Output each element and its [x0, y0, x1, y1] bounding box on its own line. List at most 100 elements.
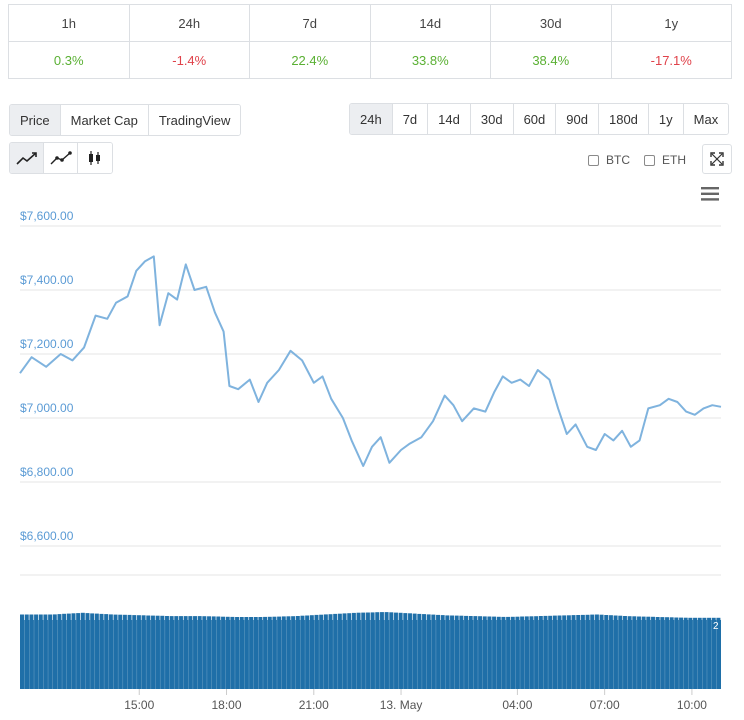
- chart-grid: [20, 225, 721, 576]
- volume-bar: [375, 612, 380, 689]
- expand-icon: [710, 152, 724, 166]
- volume-bar: [347, 613, 352, 689]
- volume-bar: [136, 615, 141, 689]
- volume-bar: [636, 616, 641, 689]
- line-points-chart-button[interactable]: [44, 143, 78, 173]
- volume-bar: [379, 612, 384, 689]
- volume-bar: [66, 613, 71, 689]
- fullscreen-button[interactable]: [702, 144, 732, 174]
- volume-bar: [711, 617, 716, 689]
- volume-bar: [702, 617, 707, 689]
- volume-bar: [393, 612, 398, 689]
- navigator-label: 2: [713, 621, 719, 632]
- chart-type-group: [9, 142, 113, 174]
- line-chart-button[interactable]: [10, 143, 44, 173]
- volume-bar: [300, 615, 305, 689]
- volume-bar: [641, 616, 646, 689]
- volume-bar: [267, 616, 272, 689]
- volume-bar: [48, 614, 53, 689]
- volume-bar: [435, 614, 440, 689]
- volume-bar: [445, 615, 450, 689]
- volume-bar: [590, 614, 595, 689]
- line-chart-icon: [15, 152, 37, 165]
- volume-bar: [487, 616, 492, 689]
- volume-bar: [506, 616, 511, 689]
- range-90d[interactable]: 90d: [556, 104, 599, 134]
- volume-bar: [370, 612, 375, 689]
- volume-bar: [85, 613, 90, 689]
- volume-bar: [155, 615, 160, 689]
- volume-bar: [403, 613, 408, 689]
- view-tab-group: Price Market Cap TradingView: [9, 104, 242, 136]
- change-24h: -1.4%: [128, 41, 250, 79]
- tab-price[interactable]: Price: [10, 105, 61, 135]
- volume-bar: [43, 614, 48, 689]
- volume-bar: [552, 615, 557, 689]
- volume-bar: [468, 616, 473, 689]
- eth-label: ETH: [662, 153, 686, 167]
- volume-bars: [20, 612, 721, 689]
- eth-checkbox[interactable]: [644, 154, 655, 166]
- range-max[interactable]: Max: [683, 104, 729, 134]
- volume-bar: [150, 615, 155, 689]
- volume-bar: [305, 615, 310, 689]
- range-60d[interactable]: 60d: [513, 104, 557, 134]
- tab-tradingview[interactable]: TradingView: [148, 105, 241, 135]
- volume-bar: [248, 617, 254, 689]
- volume-bar: [389, 612, 394, 689]
- volume-bar: [477, 616, 483, 689]
- range-180d[interactable]: 180d: [598, 104, 649, 134]
- volume-bar: [328, 614, 333, 689]
- volume-bar: [104, 614, 109, 689]
- y-tick-label: $7,600.00: [20, 209, 74, 223]
- compare-eth[interactable]: ETH: [644, 153, 686, 167]
- volume-bar: [319, 614, 324, 689]
- chart-menu-icon[interactable]: [700, 186, 720, 202]
- volume-bar: [164, 616, 169, 689]
- volume-bar: [108, 614, 113, 689]
- x-tick-label: 10:00: [677, 698, 707, 712]
- volume-bar: [29, 614, 34, 689]
- range-14d[interactable]: 14d: [428, 104, 471, 134]
- btc-checkbox[interactable]: [588, 154, 599, 166]
- line-with-points-icon: [50, 151, 72, 165]
- volume-bar: [604, 615, 609, 689]
- volume-bar: [314, 614, 319, 689]
- range-7d[interactable]: 7d: [392, 104, 429, 134]
- period-1y: 1y: [610, 4, 732, 42]
- volume-bar: [38, 614, 43, 689]
- volume-bar: [333, 613, 338, 689]
- period-14d: 14d: [369, 4, 491, 42]
- volume-bar: [206, 616, 211, 689]
- compare-options: BTC ETH: [588, 153, 686, 167]
- range-24h[interactable]: 24h: [350, 104, 393, 134]
- volume-bar: [412, 613, 417, 689]
- volume-bar: [113, 614, 118, 689]
- y-tick-label: $6,600.00: [20, 529, 74, 543]
- volume-bar: [127, 614, 132, 689]
- volume-bar: [454, 615, 459, 689]
- tab-market-cap[interactable]: Market Cap: [60, 105, 149, 135]
- x-tick-label: 15:00: [124, 698, 154, 712]
- volume-bar: [361, 612, 366, 689]
- x-tick-label: 07:00: [590, 698, 620, 712]
- range-1y[interactable]: 1y: [648, 104, 684, 134]
- range-tab-group: 24h 7d 14d 30d 60d 90d 180d 1y Max: [349, 103, 730, 135]
- volume-bar: [57, 614, 62, 689]
- x-axis-labels: 15:00 18:00 21:00 13. May 04:00 07:00 10:00: [124, 689, 707, 712]
- volume-bar: [141, 615, 146, 689]
- volume-bar: [618, 615, 623, 689]
- volume-bar: [160, 615, 165, 689]
- volume-bar: [52, 614, 57, 689]
- candlestick-chart-button[interactable]: [78, 143, 112, 173]
- volume-bar: [622, 616, 627, 689]
- volume-bar: [211, 616, 216, 689]
- volume-bar: [548, 615, 553, 689]
- volume-bar: [174, 616, 179, 689]
- volume-bar: [599, 614, 604, 689]
- volume-bar: [234, 617, 240, 689]
- range-30d[interactable]: 30d: [470, 104, 514, 134]
- volume-bar: [449, 615, 455, 689]
- compare-btc[interactable]: BTC: [588, 153, 630, 167]
- volume-bar: [281, 616, 286, 689]
